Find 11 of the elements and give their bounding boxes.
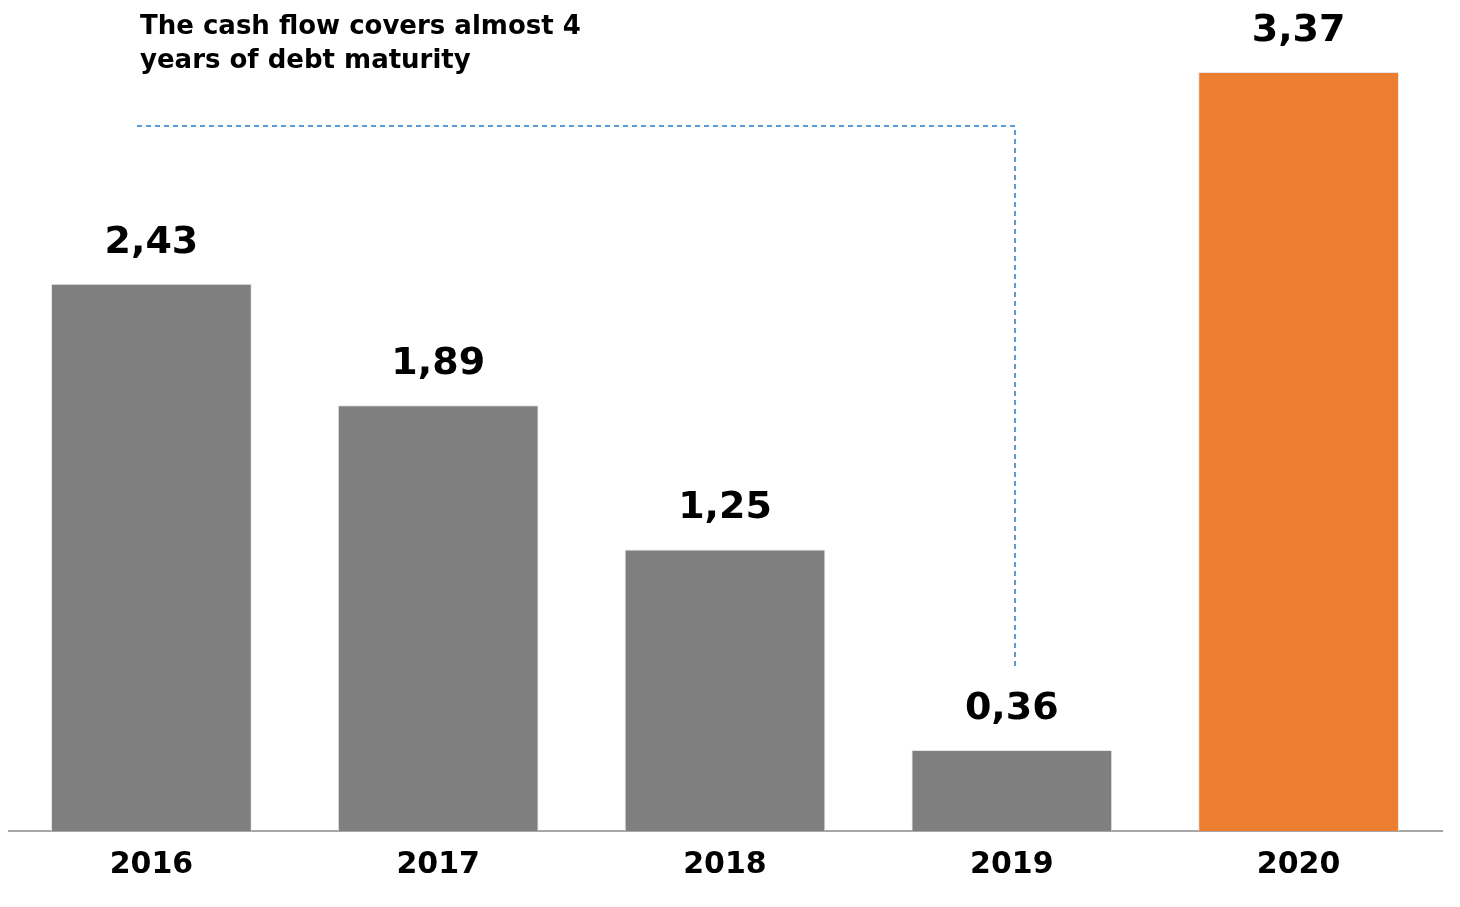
data-label: 1,89 bbox=[391, 339, 486, 384]
x-tick-label: 2019 bbox=[970, 844, 1054, 880]
x-tick-label: 2020 bbox=[1256, 844, 1341, 880]
x-tick-label: 2017 bbox=[396, 844, 480, 880]
x-tick-label: 2018 bbox=[683, 844, 767, 880]
annotation: The cash flow covers almost 4 years of debt maturity bbox=[140, 9, 582, 76]
data-label: 1,25 bbox=[678, 483, 772, 528]
x-tick-label: 2016 bbox=[109, 844, 194, 880]
data-label: 2,43 bbox=[104, 217, 199, 262]
data-label: 3,37 bbox=[1251, 5, 1346, 50]
data-label: 0,36 bbox=[964, 683, 1059, 728]
